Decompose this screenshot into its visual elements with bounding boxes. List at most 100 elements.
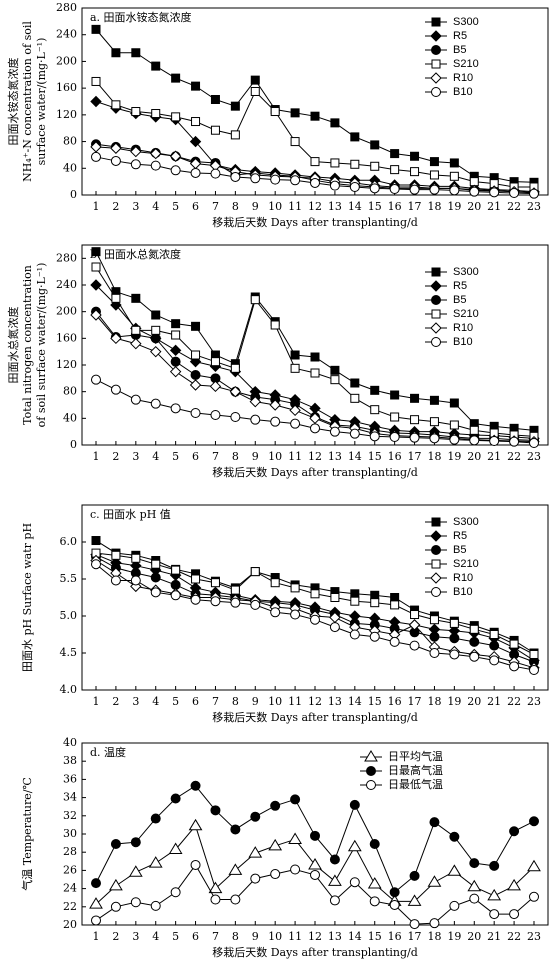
x-tick-label: 20 bbox=[467, 200, 481, 213]
marker bbox=[390, 165, 400, 175]
marker bbox=[190, 167, 201, 178]
marker bbox=[290, 175, 301, 186]
marker bbox=[111, 48, 121, 58]
marker bbox=[150, 398, 161, 409]
legend-label: S210 bbox=[453, 308, 479, 320]
x-tick-label: 9 bbox=[252, 930, 259, 943]
marker bbox=[349, 428, 360, 439]
y-tick-label: 4.5 bbox=[60, 646, 78, 659]
x-tick-label: 19 bbox=[447, 200, 461, 213]
panel-title: a. 田面水铵态氮浓度 bbox=[90, 10, 192, 24]
marker bbox=[130, 337, 142, 350]
marker bbox=[151, 325, 161, 335]
marker bbox=[330, 365, 340, 375]
legend-label: S210 bbox=[453, 58, 479, 70]
marker bbox=[449, 618, 459, 628]
marker bbox=[111, 550, 121, 560]
legend-label: B10 bbox=[453, 336, 473, 348]
marker bbox=[330, 375, 340, 385]
y-tick-label: 120 bbox=[56, 358, 77, 371]
marker bbox=[370, 140, 380, 150]
marker bbox=[290, 609, 301, 620]
marker bbox=[290, 108, 300, 118]
legend-marker bbox=[431, 517, 441, 527]
x-tick-label: 22 bbox=[507, 450, 521, 463]
marker bbox=[91, 24, 101, 34]
marker bbox=[429, 157, 439, 167]
marker bbox=[489, 436, 500, 446]
legend-marker bbox=[431, 545, 441, 555]
legend-label: 日最高气温 bbox=[388, 763, 443, 777]
marker bbox=[270, 107, 280, 117]
marker bbox=[230, 597, 241, 608]
y-tick-label: 120 bbox=[56, 108, 77, 121]
x-tick-label: 1 bbox=[93, 930, 100, 943]
marker bbox=[449, 900, 460, 911]
legend-label: R10 bbox=[453, 72, 473, 84]
marker bbox=[529, 188, 539, 199]
marker bbox=[228, 863, 243, 875]
marker bbox=[310, 352, 320, 362]
x-tick-label: 12 bbox=[308, 450, 322, 463]
marker bbox=[189, 379, 202, 391]
marker bbox=[509, 661, 520, 672]
panel: c. 田面水 pH 值4.04.55.05.56.01 2 3 4 5 6 7 8 9 10 11 1… bbox=[21, 504, 549, 724]
x-tick-label: 3 bbox=[132, 450, 139, 463]
y-tick-label: 40 bbox=[63, 411, 77, 424]
marker bbox=[150, 572, 161, 583]
marker bbox=[369, 839, 380, 850]
y-tick-label: 32 bbox=[63, 809, 77, 822]
marker bbox=[350, 596, 360, 606]
marker bbox=[429, 433, 440, 444]
x-tick-label: 12 bbox=[308, 930, 322, 943]
marker bbox=[310, 157, 320, 167]
x-tick-label: 15 bbox=[368, 450, 382, 463]
legend-marker bbox=[430, 30, 442, 42]
marker bbox=[449, 633, 460, 644]
marker bbox=[509, 909, 520, 920]
marker bbox=[310, 869, 320, 880]
marker bbox=[89, 897, 103, 909]
legend-label: R5 bbox=[453, 30, 467, 42]
legend-marker bbox=[364, 750, 378, 762]
marker bbox=[429, 648, 440, 658]
marker bbox=[131, 48, 141, 58]
marker bbox=[171, 319, 181, 329]
marker bbox=[489, 655, 500, 666]
x-tick-label: 8 bbox=[232, 200, 239, 213]
y-tick-label: 240 bbox=[56, 278, 77, 291]
marker bbox=[489, 640, 500, 651]
y-tick-label: 36 bbox=[63, 772, 77, 785]
legend-marker bbox=[431, 309, 441, 319]
marker bbox=[349, 629, 360, 640]
x-tick-label: 13 bbox=[328, 930, 342, 943]
marker bbox=[191, 574, 201, 584]
marker bbox=[469, 624, 479, 634]
marker bbox=[110, 332, 122, 345]
x-tick-label: 20 bbox=[467, 930, 481, 943]
marker bbox=[290, 418, 301, 429]
marker bbox=[370, 590, 380, 600]
marker bbox=[210, 410, 221, 420]
marker bbox=[389, 899, 400, 910]
x-tick-label: 12 bbox=[308, 695, 322, 708]
x-tick-label: 4 bbox=[152, 200, 159, 213]
marker bbox=[310, 111, 320, 121]
x-tick-label: 14 bbox=[348, 450, 362, 463]
marker bbox=[289, 404, 301, 417]
marker bbox=[529, 816, 539, 827]
marker bbox=[330, 118, 340, 128]
marker bbox=[390, 390, 400, 400]
x-tick-label: 17 bbox=[408, 695, 422, 708]
marker bbox=[171, 73, 181, 83]
marker bbox=[169, 150, 182, 162]
marker bbox=[230, 363, 240, 373]
marker bbox=[449, 420, 459, 430]
x-tick-label: 3 bbox=[132, 930, 139, 943]
x-tick-label: 1 bbox=[93, 695, 100, 708]
legend-label: R10 bbox=[453, 572, 473, 584]
y-axis-title: Total nitrogen concentration bbox=[21, 265, 34, 425]
x-tick-label: 23 bbox=[527, 450, 541, 463]
marker bbox=[429, 170, 439, 180]
